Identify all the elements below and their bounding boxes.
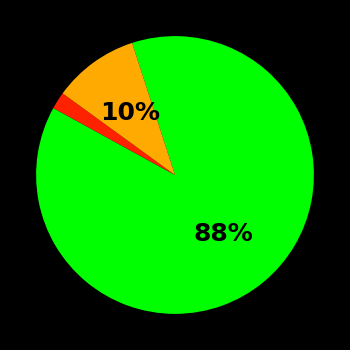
Wedge shape bbox=[53, 93, 175, 175]
Text: 88%: 88% bbox=[194, 222, 253, 246]
Wedge shape bbox=[63, 43, 175, 175]
Text: 10%: 10% bbox=[100, 101, 160, 125]
Wedge shape bbox=[36, 36, 314, 314]
